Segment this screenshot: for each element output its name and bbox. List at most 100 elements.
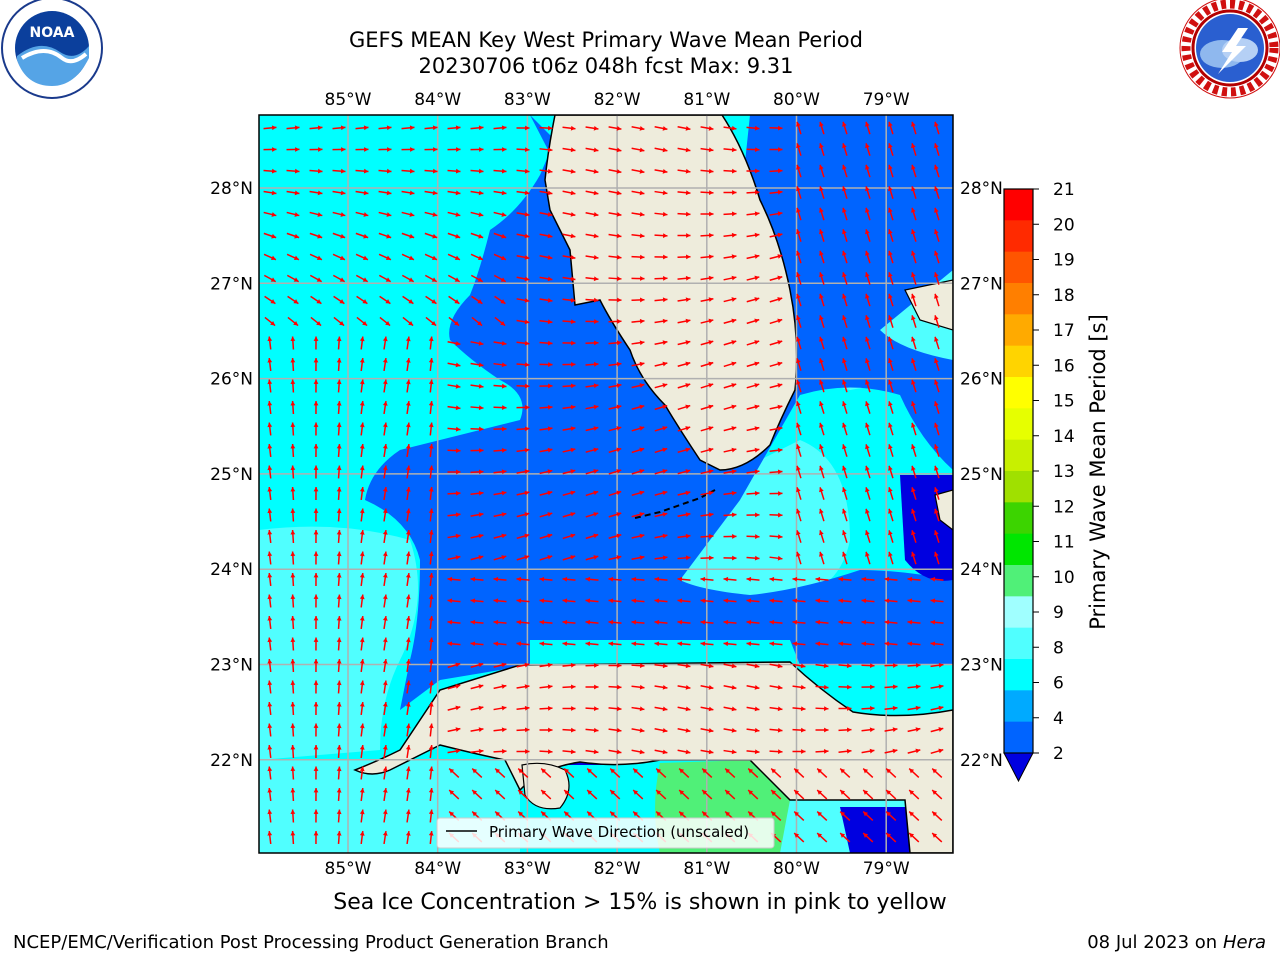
wave-arrow-head (748, 768, 754, 774)
colorbar-tick-label: 17 (1053, 321, 1075, 341)
wave-arrow-head (616, 126, 622, 131)
wave-arrow-head (455, 405, 461, 411)
wave-arrow-head (593, 426, 599, 431)
wave-arrow-head (524, 211, 530, 217)
wave-arrow-head (270, 299, 276, 304)
wave-arrow-head (524, 426, 530, 432)
wave-arrow-head (911, 508, 916, 514)
wave-arrow-head (731, 404, 737, 410)
wave-arrow-head (892, 727, 898, 733)
wave-arrow-head (405, 680, 411, 686)
wave-arrow-head (290, 379, 296, 385)
colorbar-tick-label: 13 (1053, 462, 1075, 482)
lat-label-right: 25°N (960, 465, 1003, 485)
wave-arrow-head (796, 143, 801, 149)
wave-arrow-head (846, 727, 852, 733)
wave-arrow-head (884, 619, 890, 625)
wave-arrow-head (516, 641, 522, 647)
footer-date: 08 Jul 2023 on Hera (1087, 932, 1266, 953)
wave-arrow-head (382, 788, 388, 793)
wave-arrow-head (754, 340, 760, 345)
wave-arrow-head (525, 125, 530, 131)
wave-arrow-head (409, 125, 415, 131)
wave-arrow-head (662, 706, 668, 712)
wave-arrow-head (336, 530, 342, 535)
wave-arrow-head (336, 723, 342, 729)
wave-arrow-head (408, 277, 414, 282)
footer-producer: NCEP/EMC/Verification Post Processing Pr… (13, 932, 609, 953)
wave-arrow-head (455, 233, 461, 239)
wave-arrow-head (271, 168, 277, 174)
wave-arrow-head (911, 143, 916, 149)
wave-arrow-head (842, 551, 847, 557)
wave-arrow-head (817, 790, 823, 795)
wave-arrow-head (817, 811, 823, 817)
wave-arrow-head (911, 315, 916, 321)
wave-arrow-head (470, 576, 476, 582)
lat-label-right: 26°N (960, 370, 1003, 390)
wave-arrow-head (493, 576, 499, 582)
wave-arrow-head (570, 212, 576, 217)
wave-arrow-head (547, 705, 553, 711)
wave-arrow-head (685, 297, 691, 303)
wave-arrow-head (842, 508, 847, 514)
wave-arrow-head (911, 551, 916, 557)
wave-arrow-head (293, 277, 299, 282)
wave-arrow-head (585, 598, 591, 604)
wave-arrow-head (501, 469, 507, 475)
wave-arrow-head (884, 576, 890, 582)
wave-arrow-head (819, 207, 824, 213)
wave-arrow-head (290, 594, 296, 600)
wave-arrow-head (709, 211, 714, 217)
wave-arrow-head (478, 684, 484, 689)
wave-arrow-head (819, 401, 824, 407)
florida-land (544, 115, 798, 471)
wave-arrow-head (654, 576, 660, 582)
wave-arrow-head (524, 233, 530, 239)
wave-arrow-head (865, 272, 870, 278)
wave-arrow-head (754, 706, 760, 712)
wave-arrow-head (382, 637, 388, 643)
wave-arrow-head (616, 447, 622, 453)
wave-arrow-head (911, 207, 916, 213)
wave-arrow-head (888, 401, 893, 407)
wave-arrow-head (479, 147, 484, 152)
wave-arrow-head (754, 211, 760, 217)
wave-arrow-head (662, 383, 668, 388)
lon-label-top: 80°W (773, 90, 820, 110)
wave-arrow-head (382, 336, 388, 342)
wave-arrow-head (382, 401, 388, 406)
wave-arrow-head (564, 811, 570, 817)
wave-arrow-head (932, 768, 938, 774)
wave-arrow-head (593, 361, 599, 367)
colorbar-tick-label: 6 (1053, 674, 1064, 694)
wave-arrow-head (593, 169, 599, 174)
wave-arrow-head (593, 555, 599, 560)
colorbar-label: Primary Wave Mean Period [s] (1086, 314, 1110, 630)
wave-arrow-head (911, 401, 916, 407)
wave-arrow-head (639, 447, 645, 453)
wave-arrow-head (732, 534, 737, 539)
colorbar-segment (1004, 189, 1033, 221)
wave-arrow-head (478, 190, 484, 196)
wave-arrow-head (405, 659, 411, 664)
lon-label-top: 84°W (414, 90, 461, 110)
wave-arrow-head (317, 190, 323, 196)
wave-arrow-head (382, 659, 388, 664)
wave-arrow-head (593, 147, 599, 153)
wave-arrow-head (755, 534, 760, 539)
lat-label-left: 26°N (210, 370, 253, 390)
wave-arrow-head (842, 229, 847, 235)
wave-arrow-head (294, 125, 300, 131)
wave-arrow-head (616, 426, 622, 431)
lat-label-right: 28°N (960, 179, 1003, 199)
wave-arrow-head (662, 361, 668, 367)
wave-arrow-head (746, 619, 752, 625)
wave-arrow-head (593, 383, 599, 389)
wave-arrow-head (564, 790, 570, 795)
wave-arrow-head (842, 444, 847, 450)
wave-arrow-head (840, 811, 846, 817)
wave-arrow-head (516, 576, 522, 582)
wave-arrow-head (547, 125, 553, 131)
wave-arrow-head (478, 362, 484, 368)
